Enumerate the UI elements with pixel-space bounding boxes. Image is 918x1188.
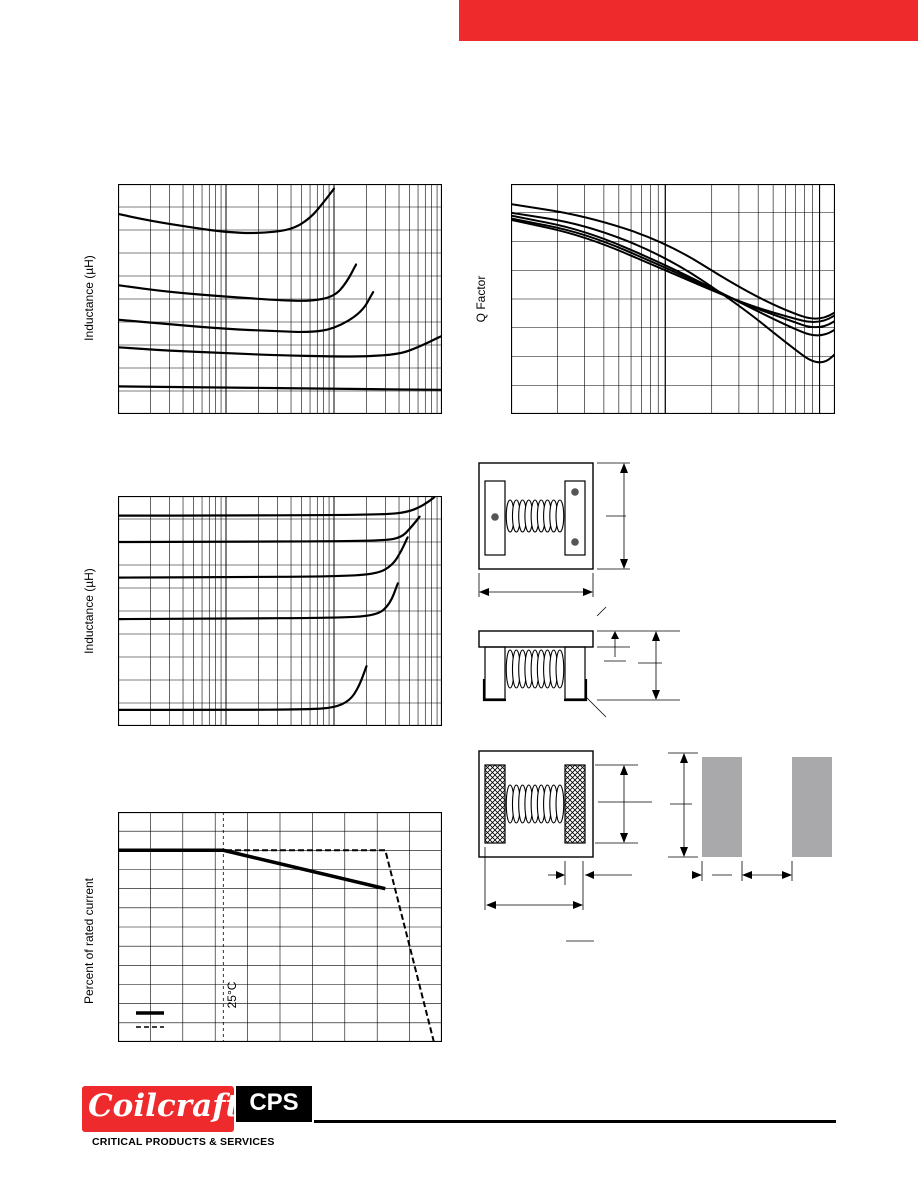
series-line-1 [511,211,835,364]
chart-q-factor [511,184,835,414]
footer-rule [314,1120,836,1123]
chart-4-ylabel: Percent of rated current [82,877,96,1005]
series-line-5 [511,203,835,320]
top-view-drawing [478,462,630,597]
mechanical-drawings [470,455,850,960]
derating-series-solid [118,848,386,891]
series-line-4 [118,515,421,544]
chart-inductance-vs-current-svg [118,496,442,726]
side-view-drawing [478,606,680,718]
chart-2-ylabel: Q Factor [474,275,488,323]
mechanical-drawings-svg [478,462,832,942]
derating-series-dashed [118,849,435,1042]
chart-inductance-vs-frequency-svg [118,184,442,414]
chart-1-ylabel: Inductance (µH) [82,255,96,341]
series-line-3 [118,291,375,334]
series-line-2 [511,214,835,337]
chart-inductance-vs-current [118,496,442,726]
logo-tagline: CRITICAL PRODUCTS & SERVICES [92,1136,275,1148]
logo-brand: Coilcraft [88,1088,240,1124]
logo-cps-mark: CPS [249,1089,299,1116]
series-line-1 [118,665,368,711]
chart-3-ylabel: Inductance (µH) [82,568,96,654]
grid [118,184,442,414]
series-line-2 [118,582,399,621]
grid [118,812,442,1042]
chart-current-derating-svg [118,812,442,1042]
chart-q-factor-svg [511,184,835,414]
series-line-4 [511,218,835,324]
header-red-band [459,0,918,41]
series-line-5 [118,496,436,517]
bottom-view-drawing [478,750,652,942]
chart-current-derating [118,812,442,1042]
series-line-1 [118,187,336,235]
grid [511,184,835,414]
chart-inductance-vs-frequency [118,184,442,414]
logo-red-block [82,1086,234,1132]
series-line-3 [118,536,409,579]
land-pattern-drawing [668,752,832,881]
series-line-4 [118,334,442,358]
chart-4-marker-label: 25°C [225,981,239,1009]
series-line-5 [118,385,442,391]
grid [118,496,442,726]
logo-cps-block [236,1086,312,1122]
series-line-2 [118,263,358,302]
